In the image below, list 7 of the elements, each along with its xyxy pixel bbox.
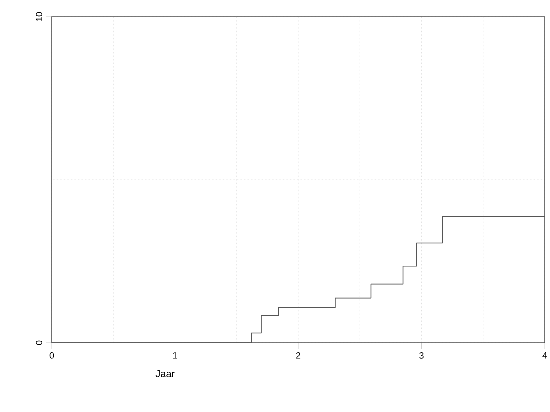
x-axis-title: Jaar xyxy=(156,370,175,378)
x-tick-label: 4 xyxy=(542,352,548,359)
x-tick-label: 3 xyxy=(420,352,424,359)
x-tick-label: 2 xyxy=(296,352,301,359)
x-tick-label: 1 xyxy=(173,352,178,359)
y-tick-label: 10 xyxy=(36,12,42,22)
x-tick-label: 0 xyxy=(50,352,54,359)
